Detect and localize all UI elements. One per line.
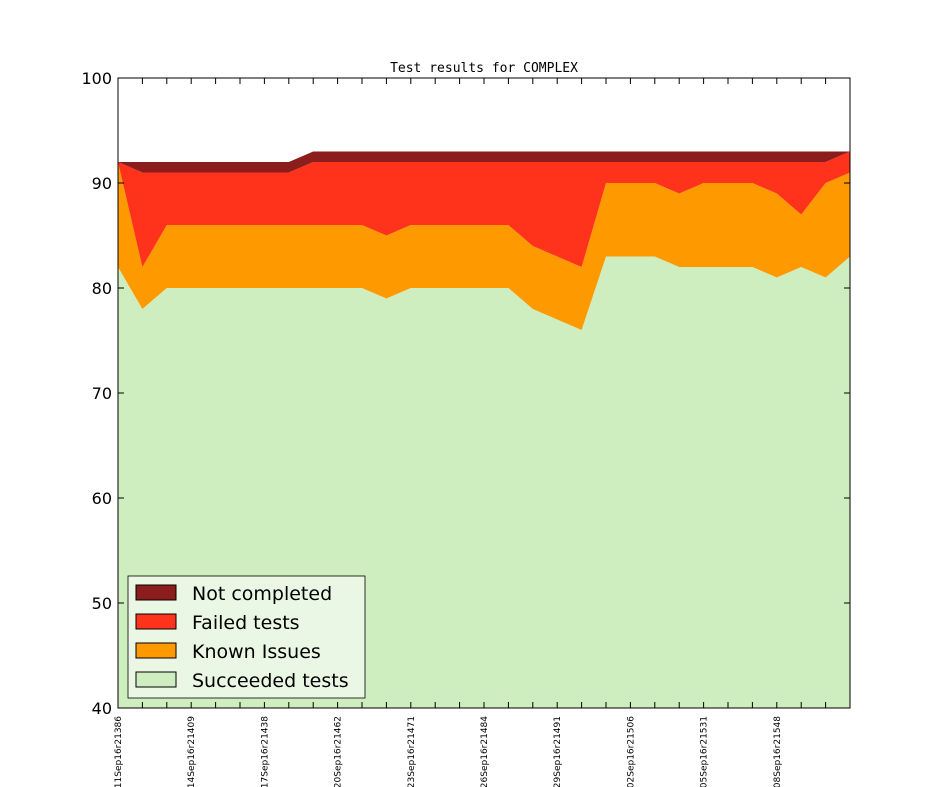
x-tick-label: 05Sep16r21531 bbox=[700, 716, 710, 787]
axis-ticks: 40 50 60 70 80 90 100 11Sep16r21386 14Sep16r2140… bbox=[81, 69, 850, 787]
legend-label: Succeeded tests bbox=[192, 670, 349, 692]
legend-swatch bbox=[135, 584, 177, 601]
y-tick-label: 80 bbox=[92, 279, 112, 298]
y-tick-label: 50 bbox=[92, 594, 112, 613]
y-tick-label: 100 bbox=[81, 69, 112, 88]
legend-label: Known Issues bbox=[192, 641, 321, 663]
y-tick-label: 40 bbox=[92, 699, 112, 718]
x-tick-label: 17Sep16r21438 bbox=[260, 716, 270, 787]
area-known-issues bbox=[118, 162, 850, 330]
x-tick-label: 29Sep16r21491 bbox=[553, 716, 563, 787]
legend: Not completed Failed tests Known Issues Suc… bbox=[127, 575, 366, 699]
x-tick-label: 20Sep16r21462 bbox=[334, 716, 344, 787]
y-tick-label: 60 bbox=[92, 489, 112, 508]
area-not-completed bbox=[118, 151, 850, 173]
area-failed-tests bbox=[118, 151, 850, 267]
y-tick-label: 70 bbox=[92, 384, 112, 403]
y-tick-label: 90 bbox=[92, 174, 112, 193]
legend-swatch bbox=[135, 671, 177, 688]
chart-title: Test results for COMPLEX bbox=[390, 61, 578, 76]
x-tick-label: 08Sep16r21548 bbox=[773, 716, 783, 787]
x-tick-label: 26Sep16r21484 bbox=[480, 716, 490, 787]
legend-label: Not completed bbox=[192, 583, 332, 605]
legend-swatch bbox=[135, 613, 177, 630]
x-tick-label: 14Sep16r21409 bbox=[187, 716, 197, 787]
x-tick-label: 23Sep16r21471 bbox=[407, 716, 417, 787]
legend-swatch bbox=[135, 642, 177, 659]
legend-label: Failed tests bbox=[192, 612, 300, 634]
x-tick-label: 11Sep16r21386 bbox=[114, 716, 124, 787]
x-tick-label: 02Sep16r21506 bbox=[626, 716, 636, 787]
